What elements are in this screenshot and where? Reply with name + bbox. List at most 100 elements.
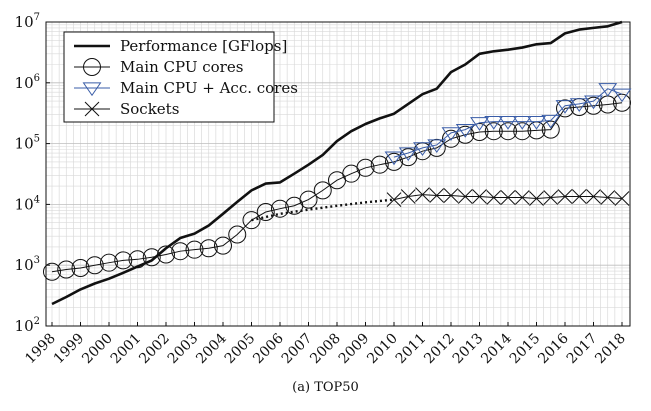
data-point-main-cpu-acc-cores [569, 98, 589, 112]
data-point-main-cpu-cores [142, 248, 161, 267]
x-tick-label: 2016 [535, 330, 572, 367]
data-point-main-cpu-cores [242, 211, 261, 230]
data-point-main-cpu-cores [356, 158, 375, 177]
x-tick-label: 2003 [165, 331, 202, 368]
data-point-main-cpu-cores [57, 260, 76, 279]
legend-label: Sockets [120, 100, 179, 118]
data-point-main-cpu-cores [385, 152, 403, 171]
data-point-sockets [429, 188, 445, 203]
legend-marker [82, 82, 102, 97]
data-point-sockets [543, 190, 559, 205]
data-point-sockets [486, 190, 502, 205]
data-point-main-cpu-cores [271, 199, 289, 218]
legend-label: Main CPU + Acc. cores [120, 79, 298, 97]
data-point-main-cpu-acc-cores [384, 151, 404, 166]
data-point-sockets [557, 189, 573, 204]
series-layer [43, 20, 632, 306]
data-point-main-cpu-cores [370, 155, 389, 174]
data-point-main-cpu-cores [100, 253, 118, 272]
x-tick-label: 2007 [279, 331, 316, 368]
data-point-main-cpu-cores [499, 122, 517, 141]
x-tick-label: 1999 [51, 331, 88, 368]
data-point-sockets [443, 188, 459, 203]
series-line-trend [251, 198, 395, 222]
data-point-main-cpu-cores [442, 129, 460, 148]
data-point-main-cpu-acc-cores [498, 116, 518, 130]
data-point-sockets [386, 192, 402, 207]
legend: Performance [GFlops] Main CPU cores Main C… [63, 31, 298, 123]
data-point-main-cpu-acc-cores [441, 127, 461, 141]
data-point-main-cpu-acc-cores [555, 100, 575, 114]
x-tick-label: 2015 [507, 331, 544, 368]
series-line-main-cpu-cores [51, 102, 623, 273]
x-tick-label: 2004 [193, 330, 230, 367]
data-point-main-cpu-cores [513, 122, 532, 141]
x-tick-label: 2018 [592, 331, 629, 368]
data-point-main-cpu-cores [85, 256, 104, 275]
data-point-main-cpu-cores [185, 240, 204, 259]
x-tick-label: 1998 [22, 331, 59, 368]
data-point-main-cpu-acc-cores [413, 142, 432, 156]
data-point-main-cpu-acc-cores [584, 95, 603, 110]
x-tick-label: 2008 [307, 331, 344, 368]
data-point-sockets [457, 189, 473, 204]
data-point-main-cpu-cores [71, 258, 90, 277]
data-point-main-cpu-acc-cores [427, 139, 447, 154]
y-tick-label: 104 [15, 194, 40, 213]
x-tick-label: 2006 [250, 330, 287, 367]
data-point-main-cpu-cores [584, 96, 603, 115]
legend-label: Main CPU cores [120, 58, 243, 76]
data-point-sockets [400, 189, 416, 204]
data-point-sockets [514, 190, 530, 205]
data-point-main-cpu-cores [484, 122, 503, 141]
data-point-main-cpu-acc-cores [512, 116, 532, 130]
data-point-main-cpu-acc-cores [598, 83, 618, 97]
data-point-main-cpu-acc-cores [527, 116, 546, 130]
data-point-main-cpu-cores [43, 262, 61, 281]
data-point-sockets [571, 189, 587, 204]
data-point-main-cpu-acc-cores [612, 88, 632, 103]
data-point-main-cpu-cores [456, 125, 475, 144]
data-point-main-cpu-cores [199, 239, 218, 258]
data-point-main-cpu-acc-cores [455, 123, 475, 138]
data-point-main-cpu-cores [613, 93, 631, 112]
data-point-main-cpu-cores [114, 251, 133, 270]
data-point-main-cpu-cores [313, 181, 332, 200]
data-point-sockets [472, 189, 487, 204]
data-point-sockets [500, 190, 516, 205]
data-point-sockets [415, 187, 430, 202]
data-point-main-cpu-acc-cores [541, 114, 561, 129]
plot-frame [45, 21, 631, 327]
x-tick-label: 2000 [79, 331, 116, 368]
data-point-main-cpu-cores [299, 190, 318, 209]
y-tick-label: 102 [15, 316, 40, 335]
data-point-sockets [614, 191, 630, 206]
data-point-main-cpu-cores [470, 123, 489, 142]
x-tick-label: 2002 [136, 331, 173, 368]
data-point-main-cpu-cores [214, 236, 232, 255]
x-tick-label: 2009 [336, 331, 373, 368]
legend-label: Performance [GFlops] [120, 37, 287, 55]
data-point-main-cpu-acc-cores [398, 147, 418, 162]
y-tick-label: 105 [15, 134, 40, 153]
x-tick-label: 2005 [222, 331, 259, 368]
y-tick-label: 107 [15, 12, 40, 31]
chart-caption: (a) TOP50 [292, 380, 359, 395]
data-point-sockets [529, 191, 544, 206]
x-tick-label: 2014 [478, 330, 515, 367]
x-tick-label: 2017 [564, 331, 601, 368]
data-point-main-cpu-cores [157, 245, 175, 264]
data-point-main-cpu-cores [228, 225, 247, 244]
y-tick-label: 106 [15, 73, 40, 92]
x-tick-label: 2012 [421, 331, 458, 368]
x-tick-label: 2010 [364, 331, 401, 368]
data-point-main-cpu-cores [556, 99, 574, 118]
data-point-main-cpu-cores [541, 120, 560, 139]
data-point-sockets [600, 190, 616, 205]
y-tick-label: 103 [15, 255, 40, 274]
x-tick-label: 2001 [108, 331, 145, 368]
legend-marker [84, 101, 100, 117]
data-point-main-cpu-acc-cores [470, 117, 489, 131]
data-point-main-cpu-cores [171, 242, 190, 261]
